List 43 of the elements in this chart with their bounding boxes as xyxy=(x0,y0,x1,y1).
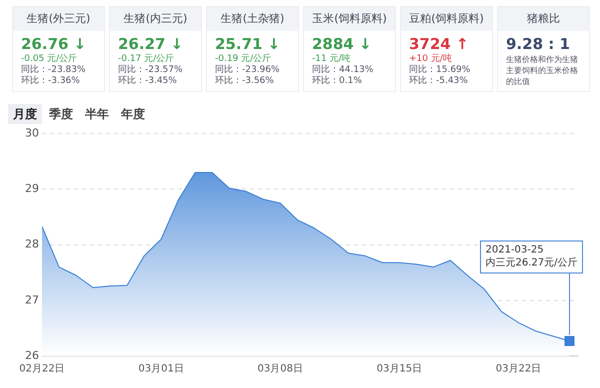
y-tick-label: 27 xyxy=(25,293,39,306)
text: 26.76 ↓ xyxy=(21,35,88,54)
y-tick-label: 28 xyxy=(25,238,39,251)
text: 环比：-3.45% xyxy=(118,76,178,87)
y-tick-label: 26 xyxy=(25,348,39,362)
text: 半年 xyxy=(84,106,110,123)
text: 生猪(外三元) xyxy=(13,7,104,31)
y-tick-label: 30 xyxy=(25,126,39,140)
annotation: 2021-03-25 内三元26.27元/公斤 xyxy=(485,244,578,269)
x-tick-label: 02月22日 xyxy=(19,364,65,375)
x-tick-label: 03月01日 xyxy=(138,364,184,375)
text: 生猪(土杂猪) xyxy=(207,7,298,31)
text: -0.19 元/公斤 xyxy=(215,54,272,64)
x-tick-label: 03月15日 xyxy=(376,364,422,375)
text: -0.17 元/公斤 xyxy=(118,54,176,64)
text: 豆粕(饲料原料) xyxy=(401,7,492,31)
text: 环比：0.1% xyxy=(312,76,363,87)
text: 同比：15.69% xyxy=(409,65,472,76)
text: 同比：-23.57% xyxy=(118,65,184,76)
text: 年度 xyxy=(120,106,146,123)
text: 26.27 ↓ xyxy=(118,35,184,54)
x-tick-label: 03月08日 xyxy=(257,364,303,375)
text: +10 元/吨 xyxy=(409,54,453,64)
text: -0.05 元/公斤 xyxy=(21,54,78,64)
text: 2884 ↓ xyxy=(312,35,373,54)
text: 同比：-23.96% xyxy=(215,65,281,76)
text: 玉米(饲料原料) xyxy=(304,7,395,31)
text: 同比：-23.83% xyxy=(21,65,87,76)
text: 猪粮比 xyxy=(498,7,589,31)
text: 环比：-3.56% xyxy=(215,76,275,87)
text: 月度 xyxy=(8,104,42,124)
text: 9.28 : 1 xyxy=(506,35,571,54)
text: 生猪价格和作为生猪主要饲料的玉米价格的比值 xyxy=(506,54,579,87)
text: 环比：-5.43% xyxy=(409,76,469,87)
text: 生猪(内三元) xyxy=(110,7,201,31)
x-tick-label: 03月22日 xyxy=(496,364,542,375)
text: 同比：44.13% xyxy=(312,65,374,76)
text: 25.71 ↓ xyxy=(215,35,282,54)
text: 季度 xyxy=(48,106,74,123)
y-tick-label: 29 xyxy=(25,182,39,196)
text: 3724 ↑ xyxy=(409,35,470,54)
text: -11 元/吨 xyxy=(312,54,352,64)
text: 环比：-3.36% xyxy=(21,76,81,87)
